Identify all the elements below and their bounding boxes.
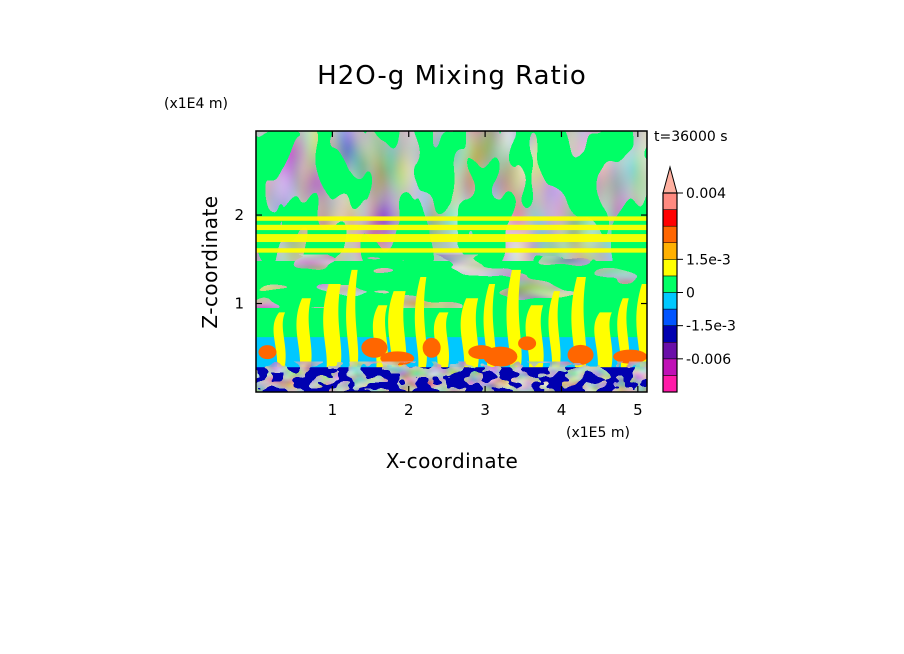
heatmap-field <box>256 131 647 392</box>
x-tick-label: 2 <box>404 401 414 419</box>
colorbar-label: 0.004 <box>686 186 726 202</box>
moisture-band <box>256 216 647 221</box>
moisture-band <box>256 224 647 231</box>
plot-frame <box>255 130 648 393</box>
updraft-plume <box>323 284 342 379</box>
updraft-plume <box>460 298 479 379</box>
surface-dry-patches <box>256 367 647 392</box>
colorbar-bin <box>662 375 678 393</box>
moisture-maximum <box>361 337 388 358</box>
colorbar-bin <box>662 259 678 277</box>
moisture-band <box>256 234 647 243</box>
surface-transition <box>256 361 647 370</box>
moisture-maximum <box>613 349 647 364</box>
y-tick-label: 2 <box>234 206 244 224</box>
y-multiplier-label: (x1E4 m) <box>164 96 228 112</box>
mid-moisture-patches <box>256 254 647 308</box>
colorbar-label: 1.5e-3 <box>686 252 731 268</box>
x-axis-label: X-coordinate <box>386 449 519 473</box>
colorbar-bin <box>662 308 678 326</box>
updraft-plume <box>548 291 561 379</box>
updraft-plume <box>414 276 428 379</box>
colorbar-bin <box>662 275 678 293</box>
moisture-maximum <box>380 351 415 366</box>
colorbar-label: 0 <box>686 286 695 302</box>
colorbar-bin <box>662 325 678 343</box>
colorbar-bin <box>662 342 678 360</box>
y-tick-label: 1 <box>234 295 244 313</box>
moisture-maximum <box>258 345 277 360</box>
time-label: t=36000 s <box>654 129 728 145</box>
moisture-maximum <box>567 344 594 365</box>
y-axis-label: Z-coordinate <box>198 195 222 328</box>
moisture-maximum <box>422 337 441 358</box>
x-tick-label: 1 <box>328 401 338 419</box>
colorbar-label: -1.5e-3 <box>686 319 736 335</box>
colorbar-bin <box>662 192 678 210</box>
colorbar-bin <box>662 209 678 227</box>
y-axis: 12 <box>234 206 647 313</box>
moisture-band <box>256 248 647 253</box>
colorbar-bin <box>662 292 678 310</box>
moisture-maximum <box>483 346 518 367</box>
colorbar-extend-triangle <box>662 165 678 194</box>
colorbar-bin <box>662 225 678 244</box>
colorbar: 0.004 1.5e-3 0 -1.5e-3 -0.006 <box>662 165 736 393</box>
chart-title: H2O-g Mixing Ratio <box>317 61 587 91</box>
colorbar-bin <box>662 358 678 376</box>
x-tick-label: 3 <box>480 401 490 419</box>
x-tick-label: 4 <box>557 401 567 419</box>
colorbar-label: -0.006 <box>686 352 731 368</box>
x-multiplier-label: (x1E5 m) <box>566 425 630 441</box>
updraft-plume <box>346 269 359 379</box>
x-tick-label: 5 <box>633 401 643 419</box>
colorbar-bin <box>662 242 678 260</box>
updraft-plume <box>296 298 312 379</box>
moisture-maximum <box>518 336 537 351</box>
x-axis: 1 2 3 4 5 <box>328 131 643 419</box>
